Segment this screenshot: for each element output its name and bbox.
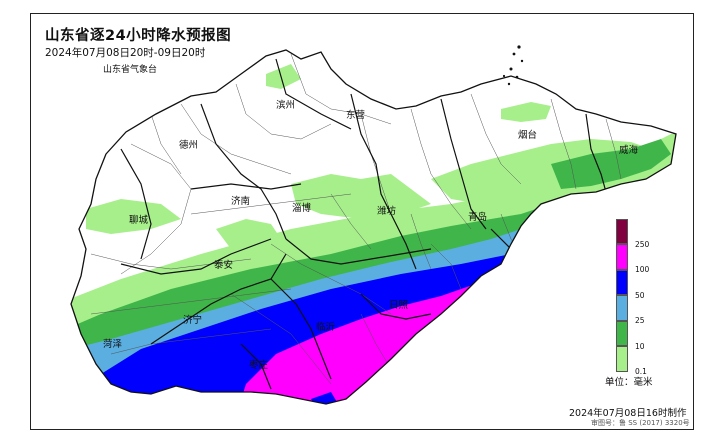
legend-tick-100: 100 — [635, 265, 650, 274]
city-label-liaocheng: 聊城 — [129, 215, 149, 226]
legend-swatch-50-100 — [616, 269, 628, 295]
legend-tick-250: 250 — [635, 240, 650, 249]
patch-weifang — [291, 174, 431, 219]
patch-green-ne — [551, 139, 671, 189]
patch-northeast — [501, 102, 551, 122]
forecast-period: 2024年07月08日20时-09日20时 — [45, 47, 206, 59]
city-label-taian: 泰安 — [214, 260, 234, 271]
legend-tick-10: 10 — [635, 342, 645, 351]
city-label-heze: 菏泽 — [103, 339, 123, 350]
production-time: 2024年07月08日16时制作 — [569, 408, 687, 419]
legend-swatch-10-25 — [616, 320, 628, 346]
city-label-jining: 济宁 — [183, 315, 203, 326]
islands — [502, 45, 524, 86]
city-label-rizhao: 日照 — [389, 300, 409, 311]
page-title: 山东省逐24小时降水预报图 — [45, 28, 232, 44]
city-label-zaozhuang: 枣庄 — [249, 360, 269, 371]
city-label-dezhou: 德州 — [179, 140, 199, 151]
city-label-dongying: 东营 — [346, 110, 366, 121]
map-frame: 山东省逐24小时降水预报图 2024年07月08日20时-09日20时 山东省气… — [30, 13, 694, 430]
legend-swatch-top — [616, 219, 628, 244]
coastline — [70, 49, 677, 405]
legend-tick-0.1: 0.1 — [635, 367, 647, 376]
legend-tick-25: 25 — [635, 316, 645, 325]
issuing-agency: 山东省气象台 — [103, 65, 158, 75]
patch-liaocheng — [86, 199, 181, 234]
city-label-jinan: 济南 — [231, 196, 251, 207]
city-label-weifang: 潍坊 — [377, 206, 397, 217]
city-label-binzhou: 滨州 — [276, 100, 296, 111]
map-approval-number: 审图号：鲁 SS (2017) 3320号 — [591, 419, 690, 427]
legend-tick-50: 50 — [635, 291, 645, 300]
legend-unit: 单位：毫米 — [605, 377, 653, 388]
legend-swatch-25-50 — [616, 295, 628, 321]
legend-swatch-0.1-10 — [616, 346, 628, 372]
city-label-qingdao: 青岛 — [468, 212, 488, 223]
legend-swatch-100-250 — [616, 244, 628, 270]
city-label-linyi: 临沂 — [316, 322, 336, 333]
city-label-yantai: 烟台 — [518, 130, 538, 141]
precipitation-legend — [616, 219, 628, 372]
zone-blue-tip — [311, 392, 341, 404]
precipitation-map — [70, 45, 677, 405]
patch-binzhou — [266, 64, 301, 89]
prefecture-boundaries — [120, 58, 607, 390]
city-label-weihai: 威海 — [619, 145, 639, 156]
city-label-zibo: 淄博 — [292, 203, 312, 214]
